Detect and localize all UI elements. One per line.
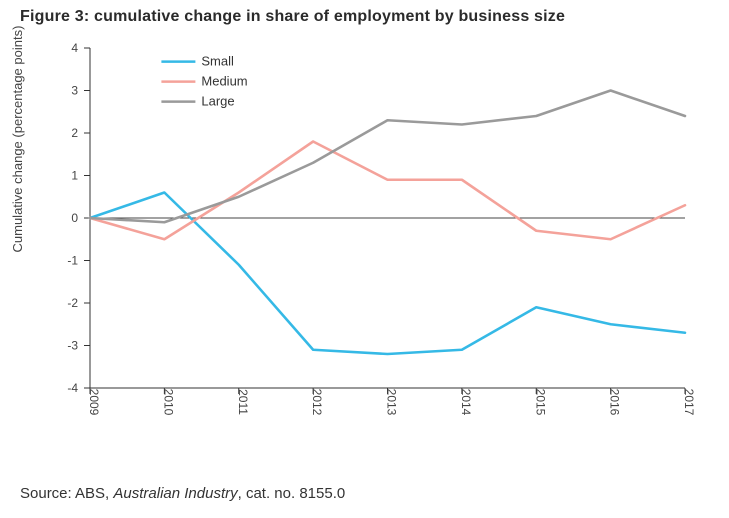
- x-tick-label: 2012: [310, 389, 324, 416]
- legend-label-small: Small: [201, 54, 234, 69]
- line-chart: -4 -3 -2 -1 0 1 2 3 4 2009 2010 2011 2012 2013 2014 201…: [0, 0, 729, 488]
- source-caption: Source: ABS, Australian Industry, cat. n…: [20, 485, 345, 502]
- series-large: [90, 91, 685, 223]
- x-tick-label: 2016: [608, 389, 622, 416]
- x-tick-label: 2009: [87, 389, 101, 416]
- x-tick-label: 2011: [236, 389, 250, 415]
- source-prefix: Source: ABS,: [20, 485, 113, 502]
- legend-label-medium: Medium: [201, 74, 247, 89]
- y-tick-label: 0: [71, 211, 78, 225]
- series-medium: [90, 142, 685, 240]
- y-tick-label: -3: [67, 339, 78, 353]
- x-tick-label: 2017: [682, 389, 696, 416]
- x-tick-label: 2014: [459, 389, 473, 416]
- y-tick-label: 3: [71, 84, 78, 98]
- source-suffix: , cat. no. 8155.0: [238, 485, 346, 502]
- x-tick-label: 2015: [533, 389, 547, 416]
- x-tick-label: 2010: [161, 389, 175, 416]
- y-tick-label: 2: [71, 126, 78, 140]
- y-tick-label: -2: [67, 296, 78, 310]
- y-tick-label: 1: [71, 169, 78, 183]
- source-italic: Australian Industry: [113, 485, 237, 502]
- y-axis-label: Cumulative change (percentage points): [10, 26, 25, 253]
- y-tick-label: 4: [71, 41, 78, 55]
- legend-label-large: Large: [201, 94, 234, 109]
- x-tick-label: 2013: [385, 389, 399, 416]
- y-tick-label: -4: [67, 381, 78, 395]
- y-tick-label: -1: [67, 254, 78, 268]
- figure-container: { "title": "Figure 3: cumulative change …: [0, 0, 729, 518]
